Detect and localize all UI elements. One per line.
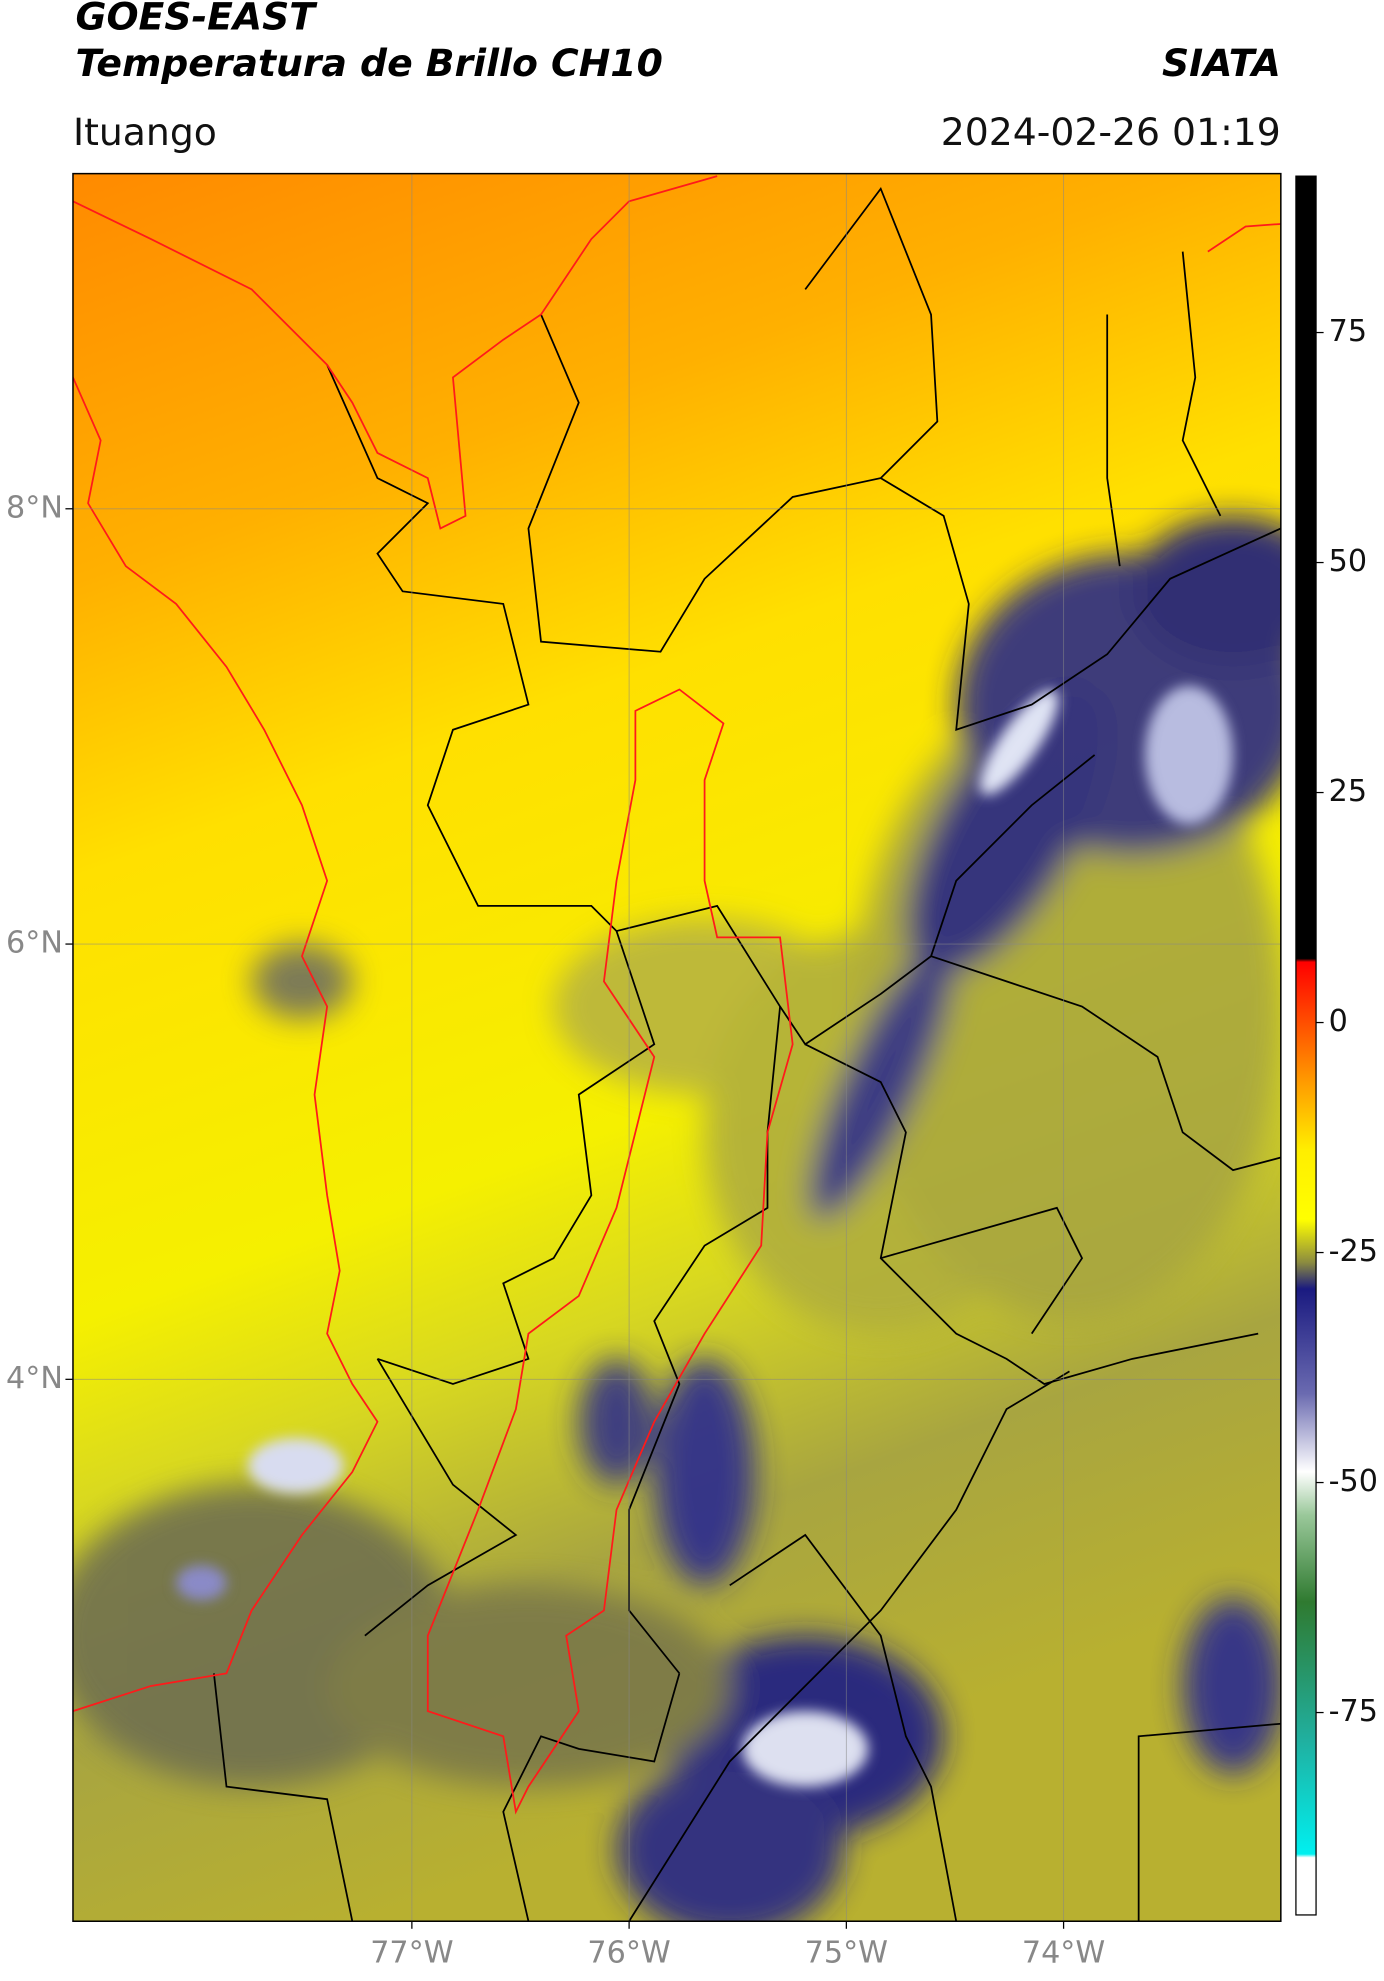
colorbar-tick-label: -25 [1329,1234,1378,1269]
map-frame [72,172,1282,1922]
y-tick-label: 6°N [6,926,63,961]
colorbar-tick-label: 75 [1329,314,1367,349]
colorbar-tick-label: -75 [1329,1694,1378,1729]
colorbar [1295,175,1317,1916]
agency: SIATA [1162,41,1281,85]
location: Ituango [73,110,217,154]
gridlines [72,173,1281,1922]
x-tick-label: 76°W [587,1935,670,1970]
colorbar-tick-label: 0 [1329,1004,1348,1039]
y-tick-label: 8°N [6,490,63,525]
x-tick-label: 75°W [805,1935,888,1970]
title: GOES-EAST [75,0,318,38]
x-tick-label: 77°W [370,1935,453,1970]
x-tick-label: 74°W [1022,1935,1105,1970]
colorbar-tick-label: 25 [1329,774,1367,809]
subtitle: Temperatura de Brillo CH10 [75,41,662,85]
colorbar-tick-label: -50 [1329,1464,1378,1499]
y-tick-label: 4°N [6,1361,63,1396]
map-image [72,173,1281,1922]
timestamp: 2024-02-26 01:19 [941,110,1281,154]
colorbar-tick-label: 50 [1329,544,1367,579]
